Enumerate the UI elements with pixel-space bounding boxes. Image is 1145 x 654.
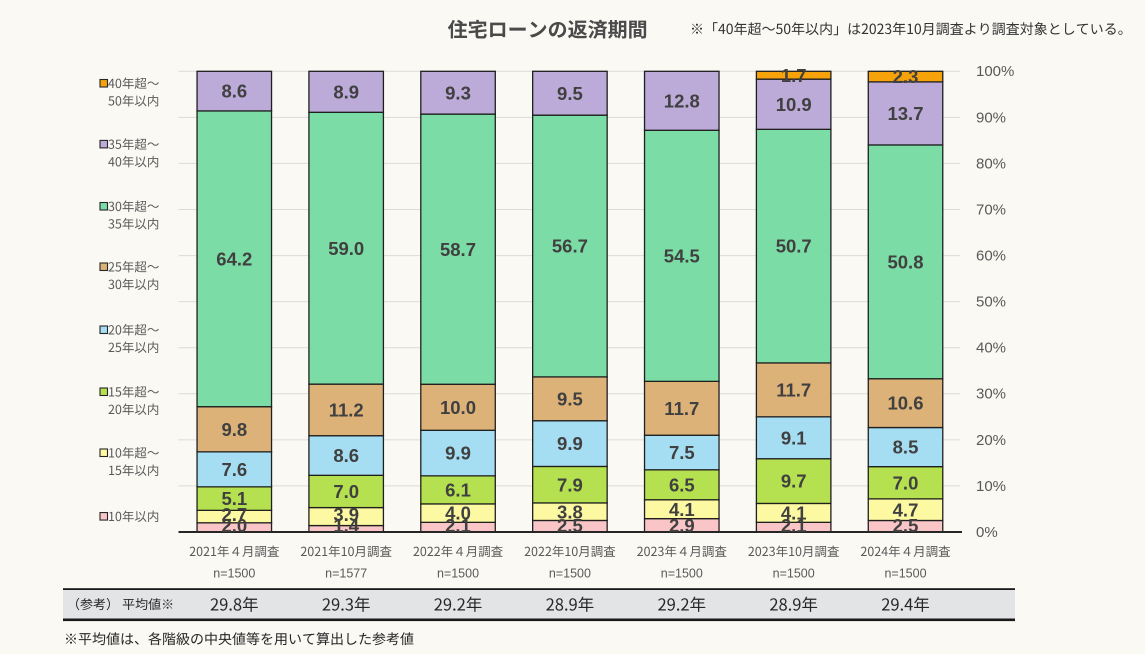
svg-text:12.8: 12.8 — [664, 90, 700, 111]
svg-text:n=1577: n=1577 — [325, 567, 367, 581]
svg-text:4.1: 4.1 — [781, 503, 807, 524]
svg-text:56.7: 56.7 — [552, 236, 588, 257]
svg-text:2.0: 2.0 — [221, 515, 247, 536]
svg-text:10%: 10% — [976, 478, 1006, 495]
svg-text:4.0: 4.0 — [445, 503, 471, 524]
svg-text:50.7: 50.7 — [776, 236, 812, 257]
svg-text:2.7: 2.7 — [221, 504, 247, 525]
svg-text:50%: 50% — [976, 294, 1006, 311]
svg-text:9.5: 9.5 — [557, 388, 583, 409]
svg-text:2.9: 2.9 — [669, 515, 695, 536]
svg-text:4.7: 4.7 — [893, 499, 919, 520]
svg-text:20%: 20% — [976, 432, 1006, 449]
svg-text:11.7: 11.7 — [776, 380, 811, 401]
svg-text:30%: 30% — [976, 386, 1006, 403]
svg-text:11.2: 11.2 — [329, 400, 364, 421]
svg-text:50.8: 50.8 — [887, 251, 923, 272]
svg-text:6.5: 6.5 — [669, 474, 695, 495]
svg-text:8.5: 8.5 — [893, 437, 919, 458]
svg-text:9.9: 9.9 — [445, 443, 471, 464]
svg-text:40%: 40% — [976, 340, 1006, 357]
svg-text:4.1: 4.1 — [669, 499, 695, 520]
svg-text:2.1: 2.1 — [445, 515, 471, 536]
svg-text:0%: 0% — [976, 524, 998, 541]
svg-text:9.7: 9.7 — [781, 471, 807, 492]
svg-text:9.3: 9.3 — [445, 82, 471, 103]
svg-text:2.3: 2.3 — [893, 66, 919, 87]
svg-text:64.2: 64.2 — [216, 248, 252, 269]
svg-text:10.0: 10.0 — [440, 397, 476, 418]
svg-text:7.0: 7.0 — [893, 472, 919, 493]
svg-text:10.9: 10.9 — [776, 94, 812, 115]
svg-text:6.1: 6.1 — [445, 480, 471, 501]
svg-text:8.6: 8.6 — [221, 81, 247, 102]
svg-text:n=1500: n=1500 — [437, 567, 479, 581]
svg-text:8.6: 8.6 — [333, 445, 359, 466]
svg-text:58.7: 58.7 — [440, 239, 476, 260]
svg-text:2.1: 2.1 — [781, 515, 807, 536]
svg-text:n=1500: n=1500 — [661, 567, 703, 581]
svg-text:2.5: 2.5 — [893, 515, 919, 536]
svg-text:70%: 70% — [976, 201, 1006, 218]
svg-text:9.9: 9.9 — [557, 433, 583, 454]
svg-text:54.5: 54.5 — [664, 245, 700, 266]
svg-text:3.9: 3.9 — [333, 504, 359, 525]
svg-text:1.7: 1.7 — [781, 65, 807, 86]
svg-text:7.9: 7.9 — [557, 474, 583, 495]
svg-text:n=1500: n=1500 — [884, 567, 926, 581]
svg-text:9.8: 9.8 — [221, 419, 247, 440]
svg-text:13.7: 13.7 — [887, 103, 923, 124]
svg-text:11.7: 11.7 — [664, 398, 699, 419]
svg-text:7.6: 7.6 — [221, 459, 247, 480]
svg-text:100%: 100% — [976, 63, 1014, 80]
svg-text:8.9: 8.9 — [333, 81, 359, 102]
svg-text:5.1: 5.1 — [221, 488, 247, 509]
svg-text:2.5: 2.5 — [557, 515, 583, 536]
svg-text:1.4: 1.4 — [333, 515, 359, 536]
svg-text:7.5: 7.5 — [669, 442, 695, 463]
svg-text:n=1500: n=1500 — [213, 567, 255, 581]
svg-text:n=1500: n=1500 — [773, 567, 815, 581]
svg-text:n=1500: n=1500 — [549, 567, 591, 581]
svg-text:7.0: 7.0 — [333, 481, 359, 502]
svg-text:60%: 60% — [976, 248, 1006, 265]
svg-text:10.6: 10.6 — [887, 393, 923, 414]
svg-text:80%: 80% — [976, 155, 1006, 172]
svg-text:9.1: 9.1 — [781, 427, 807, 448]
svg-text:9.5: 9.5 — [557, 83, 583, 104]
svg-text:3.8: 3.8 — [557, 501, 583, 522]
svg-text:59.0: 59.0 — [328, 238, 364, 259]
svg-text:90%: 90% — [976, 109, 1006, 126]
